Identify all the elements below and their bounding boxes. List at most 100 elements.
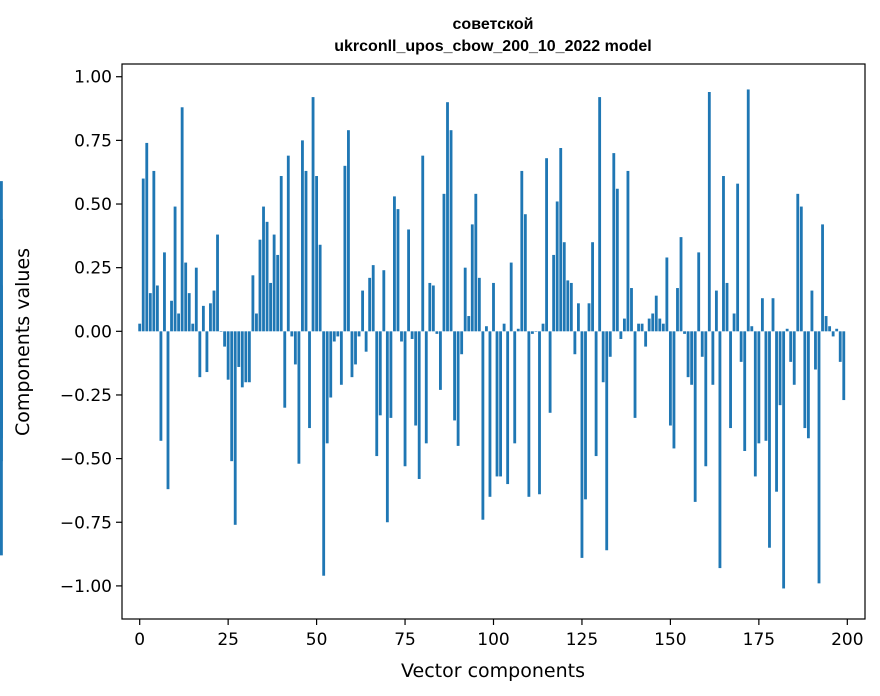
bar-136: [619, 331, 623, 339]
x-tick-label: 25: [217, 630, 239, 650]
bar-20: [209, 303, 212, 332]
bar-102: [499, 331, 502, 477]
bar-98: [485, 326, 488, 332]
bar-169: [736, 183, 740, 332]
bar-92: [463, 267, 467, 332]
bar-36: [265, 221, 269, 332]
bar-150: [668, 331, 672, 426]
bar-7: [163, 252, 166, 332]
bar-32: [251, 275, 255, 332]
bar-45: [297, 331, 301, 464]
bar-17: [198, 331, 202, 378]
bar-104: [506, 331, 510, 485]
bar-190: [810, 290, 814, 332]
bar-191: [814, 331, 817, 370]
bar-81: [424, 331, 428, 444]
bar-62: [357, 331, 361, 337]
bar-151: [672, 331, 676, 449]
bar-6: [159, 331, 163, 441]
bar-24: [223, 331, 227, 347]
bar-193: [821, 224, 824, 332]
bar-43: [290, 331, 294, 337]
bar-170: [739, 331, 743, 362]
bar-40: [279, 176, 283, 332]
bar-21: [212, 290, 216, 332]
bar-75: [403, 331, 407, 467]
bar-93: [467, 316, 471, 332]
bar-97: [481, 331, 485, 520]
bar-undefined: [0, 331, 3, 345]
bar-14: [187, 293, 191, 332]
bar-undefined: [0, 331, 3, 378]
x-tick-label: 125: [566, 630, 598, 650]
bar-133: [608, 331, 612, 357]
x-tick-label: 175: [743, 630, 775, 650]
bar-159: [700, 331, 704, 357]
bar-undefined: [0, 318, 3, 332]
bar-71: [389, 331, 393, 418]
bar-119: [559, 148, 563, 332]
bar-187: [799, 206, 803, 332]
x-tick-label: 200: [831, 630, 863, 650]
bar-78: [414, 331, 418, 426]
bar-152: [676, 288, 679, 332]
bar-196: [831, 331, 835, 337]
bar-127: [587, 303, 591, 332]
chart-title: советской: [453, 16, 534, 33]
bar-131: [601, 331, 605, 383]
bar-51: [318, 244, 322, 332]
bar-121: [566, 280, 570, 332]
bar-155: [686, 331, 690, 378]
bar-115: [545, 158, 548, 332]
bar-46: [301, 140, 304, 332]
bar-34: [258, 239, 262, 332]
bar-22: [216, 234, 219, 332]
bar-undefined: [0, 326, 3, 332]
y-tick-label: 0.50: [74, 195, 112, 215]
bar-13: [184, 262, 188, 332]
bar-64: [364, 331, 368, 352]
bar-74: [400, 331, 403, 342]
bar-142: [640, 323, 644, 332]
bar-undefined: [0, 285, 3, 332]
bar-31: [247, 331, 251, 383]
bars-group: [0, 89, 846, 589]
bar-25: [226, 331, 230, 380]
y-tick-label: −0.75: [60, 513, 112, 533]
bar-126: [584, 331, 587, 500]
bar-173: [750, 326, 754, 332]
bar-53: [325, 331, 329, 444]
bar-77: [410, 331, 414, 339]
bar-107: [516, 328, 520, 332]
bar-101: [495, 331, 499, 477]
bar-65: [368, 277, 372, 332]
chart-subtitle: ukrconll_upos_cbow_200_10_2022 model: [334, 38, 651, 55]
bar-56: [336, 331, 340, 337]
bar-145: [651, 313, 655, 332]
bar-84: [435, 331, 439, 334]
bar-90: [456, 331, 460, 446]
x-tick-label: 100: [477, 630, 509, 650]
bar-147: [658, 318, 662, 332]
bar-87: [446, 102, 449, 332]
bar-30: [244, 331, 248, 383]
bar-105: [509, 262, 513, 332]
bar-70: [385, 331, 389, 523]
bar-134: [612, 153, 616, 332]
bar-11: [177, 313, 181, 332]
bar-106: [513, 331, 517, 444]
bar-91: [460, 331, 464, 355]
bar-41: [283, 331, 287, 408]
bar-178: [768, 331, 771, 548]
bar-5: [155, 285, 159, 332]
bar-146: [654, 295, 658, 332]
bar-197: [835, 328, 839, 332]
bar-110: [527, 331, 531, 497]
bar-27: [233, 331, 237, 525]
bar-164: [718, 331, 722, 569]
bar-109: [523, 214, 527, 332]
bar-100: [492, 282, 495, 332]
x-tick-label: 50: [306, 630, 328, 650]
bar-94: [470, 224, 474, 332]
